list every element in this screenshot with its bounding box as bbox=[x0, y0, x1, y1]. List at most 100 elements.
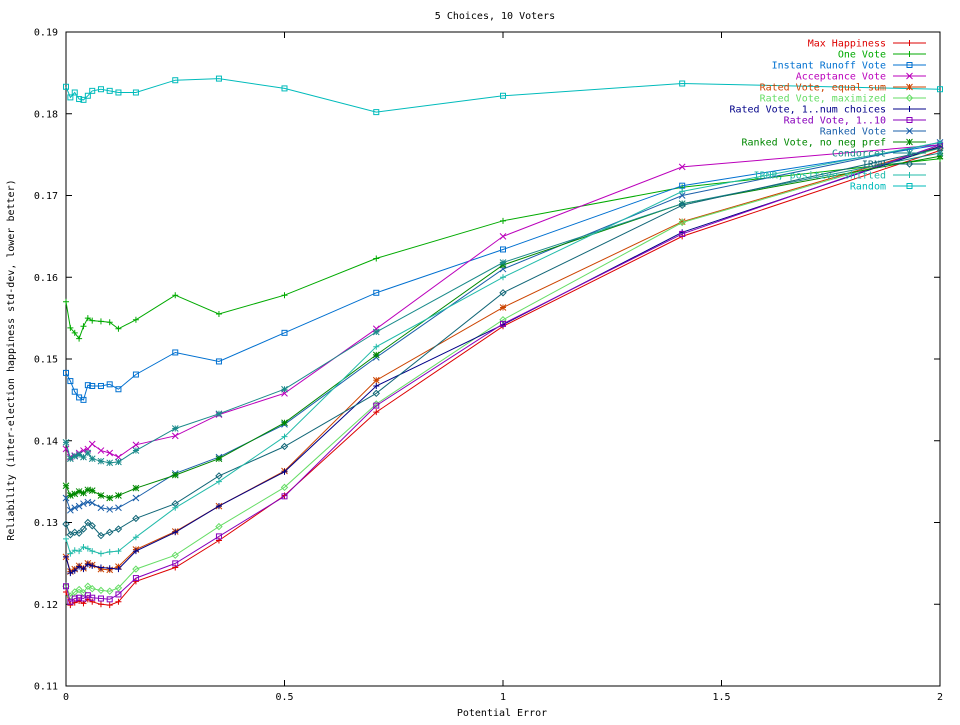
legend-marker bbox=[906, 40, 913, 46]
data-point bbox=[84, 545, 91, 552]
data-point bbox=[280, 442, 289, 451]
data-point bbox=[115, 548, 122, 555]
series-rated-vote-1-10 bbox=[63, 141, 943, 605]
data-point bbox=[76, 563, 83, 570]
data-point bbox=[132, 494, 140, 502]
data-point bbox=[172, 77, 179, 84]
data-point bbox=[63, 583, 69, 590]
data-point bbox=[172, 349, 179, 356]
data-point bbox=[106, 602, 113, 609]
data-point bbox=[132, 441, 140, 449]
series-line bbox=[65, 141, 941, 555]
data-point bbox=[132, 565, 140, 573]
data-point bbox=[97, 586, 105, 595]
data-point bbox=[114, 525, 123, 533]
data-point bbox=[89, 548, 96, 555]
data-point bbox=[89, 594, 96, 601]
data-point bbox=[937, 86, 943, 93]
x-tick-label: 1 bbox=[500, 692, 506, 703]
legend-item: Random bbox=[850, 182, 926, 193]
legend-item: IRNR bbox=[862, 160, 926, 171]
series-irnr-positive-shifted bbox=[63, 139, 943, 557]
data-point bbox=[281, 292, 288, 299]
data-point bbox=[75, 502, 83, 510]
x-tick-label: 0 bbox=[63, 692, 69, 703]
data-point bbox=[281, 419, 288, 427]
data-point bbox=[76, 594, 83, 601]
data-point bbox=[132, 548, 139, 555]
data-point bbox=[106, 319, 113, 326]
data-point bbox=[678, 201, 686, 210]
data-point bbox=[67, 324, 74, 331]
data-point bbox=[500, 246, 506, 253]
data-point bbox=[281, 385, 288, 393]
data-point bbox=[84, 486, 92, 494]
legend-marker bbox=[906, 138, 913, 146]
data-point bbox=[75, 529, 83, 537]
data-point bbox=[71, 89, 78, 96]
data-point bbox=[79, 525, 88, 533]
series-line bbox=[65, 146, 941, 574]
data-point bbox=[132, 371, 139, 378]
data-point bbox=[372, 328, 380, 336]
legend-marker bbox=[906, 117, 913, 123]
data-point bbox=[75, 451, 83, 459]
x-tick-label: 0.5 bbox=[275, 692, 293, 703]
series-rated-vote-1-num-choices bbox=[63, 143, 943, 577]
data-point bbox=[500, 92, 506, 99]
data-point bbox=[373, 343, 380, 350]
legend-label: Instant Runoff Vote bbox=[772, 61, 886, 72]
data-point bbox=[132, 578, 139, 585]
data-point bbox=[88, 455, 96, 463]
data-point bbox=[97, 86, 104, 93]
data-point bbox=[106, 596, 113, 603]
data-point bbox=[679, 80, 686, 87]
data-point bbox=[89, 562, 96, 569]
data-point bbox=[67, 378, 74, 385]
data-point bbox=[678, 192, 686, 199]
data-point bbox=[67, 598, 74, 605]
data-point bbox=[373, 402, 380, 409]
data-point bbox=[88, 499, 96, 507]
data-point bbox=[89, 382, 96, 389]
data-point bbox=[84, 449, 92, 457]
data-point bbox=[63, 83, 69, 90]
legend-item: IRNR, positive shifted bbox=[754, 171, 926, 182]
data-point bbox=[80, 489, 87, 497]
data-point bbox=[215, 358, 222, 365]
data-point bbox=[80, 595, 87, 602]
data-point bbox=[936, 149, 944, 157]
series-condorcet bbox=[62, 149, 944, 467]
data-point bbox=[84, 518, 92, 527]
data-point bbox=[373, 382, 380, 389]
legend-marker bbox=[906, 127, 913, 135]
legend-marker bbox=[906, 83, 913, 91]
data-point bbox=[97, 318, 104, 325]
series-line bbox=[65, 146, 941, 573]
data-point bbox=[132, 89, 139, 96]
data-point bbox=[80, 396, 87, 403]
data-point bbox=[215, 522, 223, 531]
data-point bbox=[172, 292, 179, 299]
data-point bbox=[88, 585, 96, 593]
series-layer bbox=[62, 75, 944, 609]
data-point bbox=[171, 425, 179, 432]
data-point bbox=[89, 317, 96, 324]
data-point bbox=[115, 325, 122, 332]
data-point bbox=[281, 433, 288, 440]
data-point bbox=[937, 139, 943, 146]
legend-label: Rated Vote, equal sum bbox=[760, 83, 886, 94]
data-point bbox=[62, 520, 70, 528]
data-point bbox=[500, 217, 506, 224]
data-point bbox=[499, 304, 507, 311]
data-point bbox=[106, 381, 113, 388]
data-point bbox=[80, 323, 87, 330]
data-point bbox=[373, 109, 380, 116]
series-rated-vote-maximized bbox=[62, 144, 944, 600]
y-tick-label: 0.16 bbox=[34, 273, 58, 284]
legend-label: IRNR, positive shifted bbox=[754, 171, 886, 182]
legend-marker bbox=[906, 149, 913, 157]
data-point bbox=[499, 233, 507, 240]
data-point bbox=[88, 522, 96, 530]
